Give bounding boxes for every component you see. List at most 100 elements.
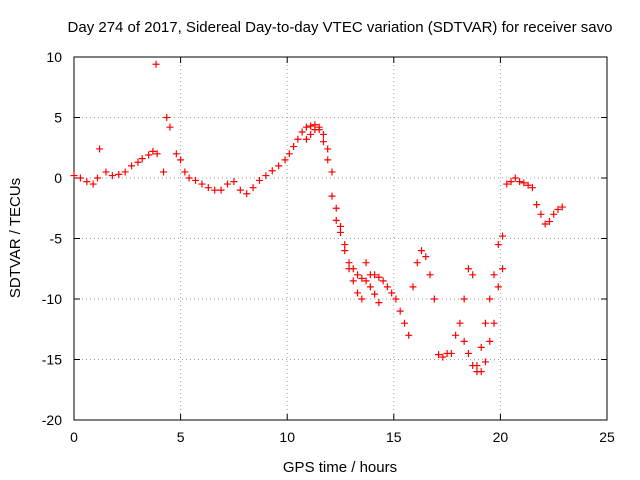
data-point xyxy=(328,168,336,176)
x-tick-label: 0 xyxy=(70,429,78,445)
data-point xyxy=(281,156,289,164)
data-point xyxy=(302,135,310,143)
data-point xyxy=(435,351,443,359)
data-point xyxy=(477,368,485,376)
data-point xyxy=(366,283,374,291)
data-point xyxy=(422,253,430,261)
data-point xyxy=(541,220,549,228)
data-point xyxy=(481,358,489,366)
data-point xyxy=(375,273,383,281)
data-point xyxy=(464,265,472,273)
data-point xyxy=(332,216,340,224)
data-point xyxy=(456,319,464,327)
series-0 xyxy=(70,60,566,370)
data-point xyxy=(198,180,206,188)
data-point xyxy=(430,295,438,303)
data-point xyxy=(262,172,270,180)
data-point xyxy=(464,349,472,357)
data-point xyxy=(418,247,426,255)
data-point xyxy=(96,145,104,153)
data-point xyxy=(341,241,349,249)
y-tick-label: -5 xyxy=(50,231,63,247)
data-point xyxy=(486,337,494,345)
data-point xyxy=(452,331,460,339)
data-point xyxy=(503,180,511,188)
data-point xyxy=(524,181,532,189)
data-point xyxy=(172,150,180,158)
data-points xyxy=(70,60,566,376)
data-point xyxy=(294,135,302,143)
data-point xyxy=(409,283,417,291)
data-point xyxy=(70,172,78,180)
y-axis-label: SDTVAR / TECUs xyxy=(7,178,24,298)
x-axis-label: GPS time / hours xyxy=(283,459,397,476)
data-point xyxy=(383,283,391,291)
chart-title: Day 274 of 2017, Sidereal Day-to-day VTE… xyxy=(68,19,613,36)
data-point xyxy=(76,174,84,182)
data-point xyxy=(152,60,160,68)
data-point xyxy=(349,265,357,273)
data-point xyxy=(93,174,101,182)
data-point xyxy=(499,265,507,273)
data-point xyxy=(149,147,157,155)
data-point xyxy=(324,145,332,153)
data-point xyxy=(537,210,545,218)
x-tick-label: 10 xyxy=(279,429,295,445)
data-point xyxy=(341,247,349,255)
data-point xyxy=(185,174,193,182)
data-point xyxy=(315,123,323,131)
data-point xyxy=(332,204,340,212)
x-tick-label: 5 xyxy=(177,429,185,445)
data-point xyxy=(166,123,174,131)
plot-frame xyxy=(73,56,608,421)
data-point xyxy=(319,130,327,138)
data-point xyxy=(460,295,468,303)
data-point xyxy=(494,283,502,291)
data-point xyxy=(268,167,276,175)
data-point xyxy=(108,172,116,180)
data-point xyxy=(362,259,370,267)
data-point xyxy=(298,128,306,136)
data-point xyxy=(89,180,97,188)
data-point xyxy=(138,155,146,163)
x-tick-label: 20 xyxy=(493,429,509,445)
y-tick-label: 0 xyxy=(54,170,62,186)
y-tick-label: 5 xyxy=(54,110,62,126)
data-point xyxy=(550,210,558,218)
data-point xyxy=(307,122,315,130)
data-point xyxy=(163,114,171,121)
data-point xyxy=(413,259,421,267)
data-point xyxy=(426,271,434,279)
y-tick-label: -20 xyxy=(42,412,62,428)
data-point xyxy=(490,319,498,327)
data-point xyxy=(128,162,136,170)
data-point xyxy=(230,178,238,186)
data-point xyxy=(494,241,502,249)
x-tick-label: 15 xyxy=(386,429,402,445)
data-point xyxy=(307,130,315,138)
data-point xyxy=(153,150,161,158)
data-point xyxy=(388,289,396,297)
data-point xyxy=(285,150,293,158)
data-point xyxy=(324,156,332,164)
data-point xyxy=(236,186,244,194)
data-point xyxy=(362,277,370,285)
data-point xyxy=(358,274,366,282)
data-point xyxy=(83,178,91,186)
data-point xyxy=(460,337,468,345)
data-point xyxy=(507,178,515,186)
data-point xyxy=(204,184,212,192)
data-point xyxy=(217,186,225,194)
data-point xyxy=(520,179,528,187)
data-point xyxy=(400,319,408,327)
data-point xyxy=(358,295,366,303)
data-point xyxy=(211,186,219,194)
data-point xyxy=(102,168,110,176)
data-point xyxy=(481,319,489,327)
data-point xyxy=(311,126,319,134)
data-point xyxy=(354,289,362,297)
data-point xyxy=(290,143,298,151)
data-point xyxy=(255,176,263,184)
data-point xyxy=(134,158,142,166)
